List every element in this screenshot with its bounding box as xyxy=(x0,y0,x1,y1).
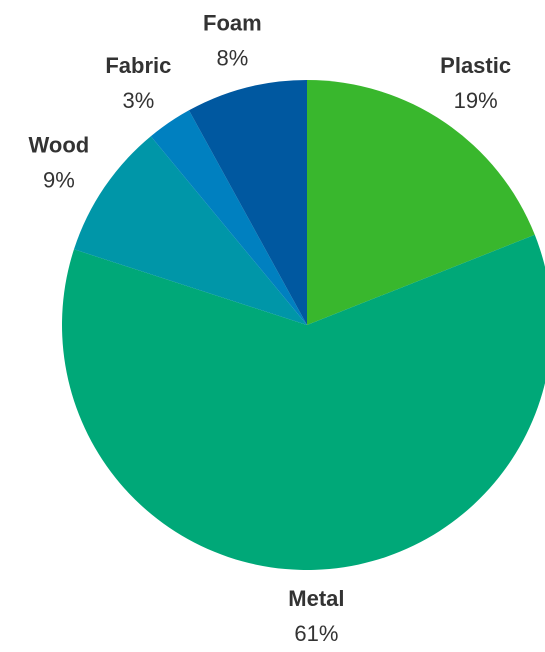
slice-label-fabric: Fabric xyxy=(105,53,171,78)
slice-label-metal: Metal xyxy=(288,586,344,611)
slice-value-fabric: 3% xyxy=(122,88,154,113)
slice-wood xyxy=(73,136,307,325)
slice-label-foam: Foam xyxy=(203,10,262,35)
slice-value-plastic: 19% xyxy=(454,88,498,113)
slice-label-wood: Wood xyxy=(29,132,90,157)
slice-foam xyxy=(188,80,307,325)
slice-fabric xyxy=(150,110,307,325)
pie-slices xyxy=(62,80,545,570)
slice-plastic xyxy=(307,80,535,325)
slice-metal xyxy=(62,234,545,570)
slice-value-foam: 8% xyxy=(216,45,248,70)
pie-labels: Plastic 19% Metal 61% Wood 9% Fabric 3% Foam 8% xyxy=(29,10,512,646)
slice-value-metal: 61% xyxy=(294,621,338,646)
slice-label-plastic: Plastic xyxy=(440,53,511,78)
slice-value-wood: 9% xyxy=(43,167,75,192)
